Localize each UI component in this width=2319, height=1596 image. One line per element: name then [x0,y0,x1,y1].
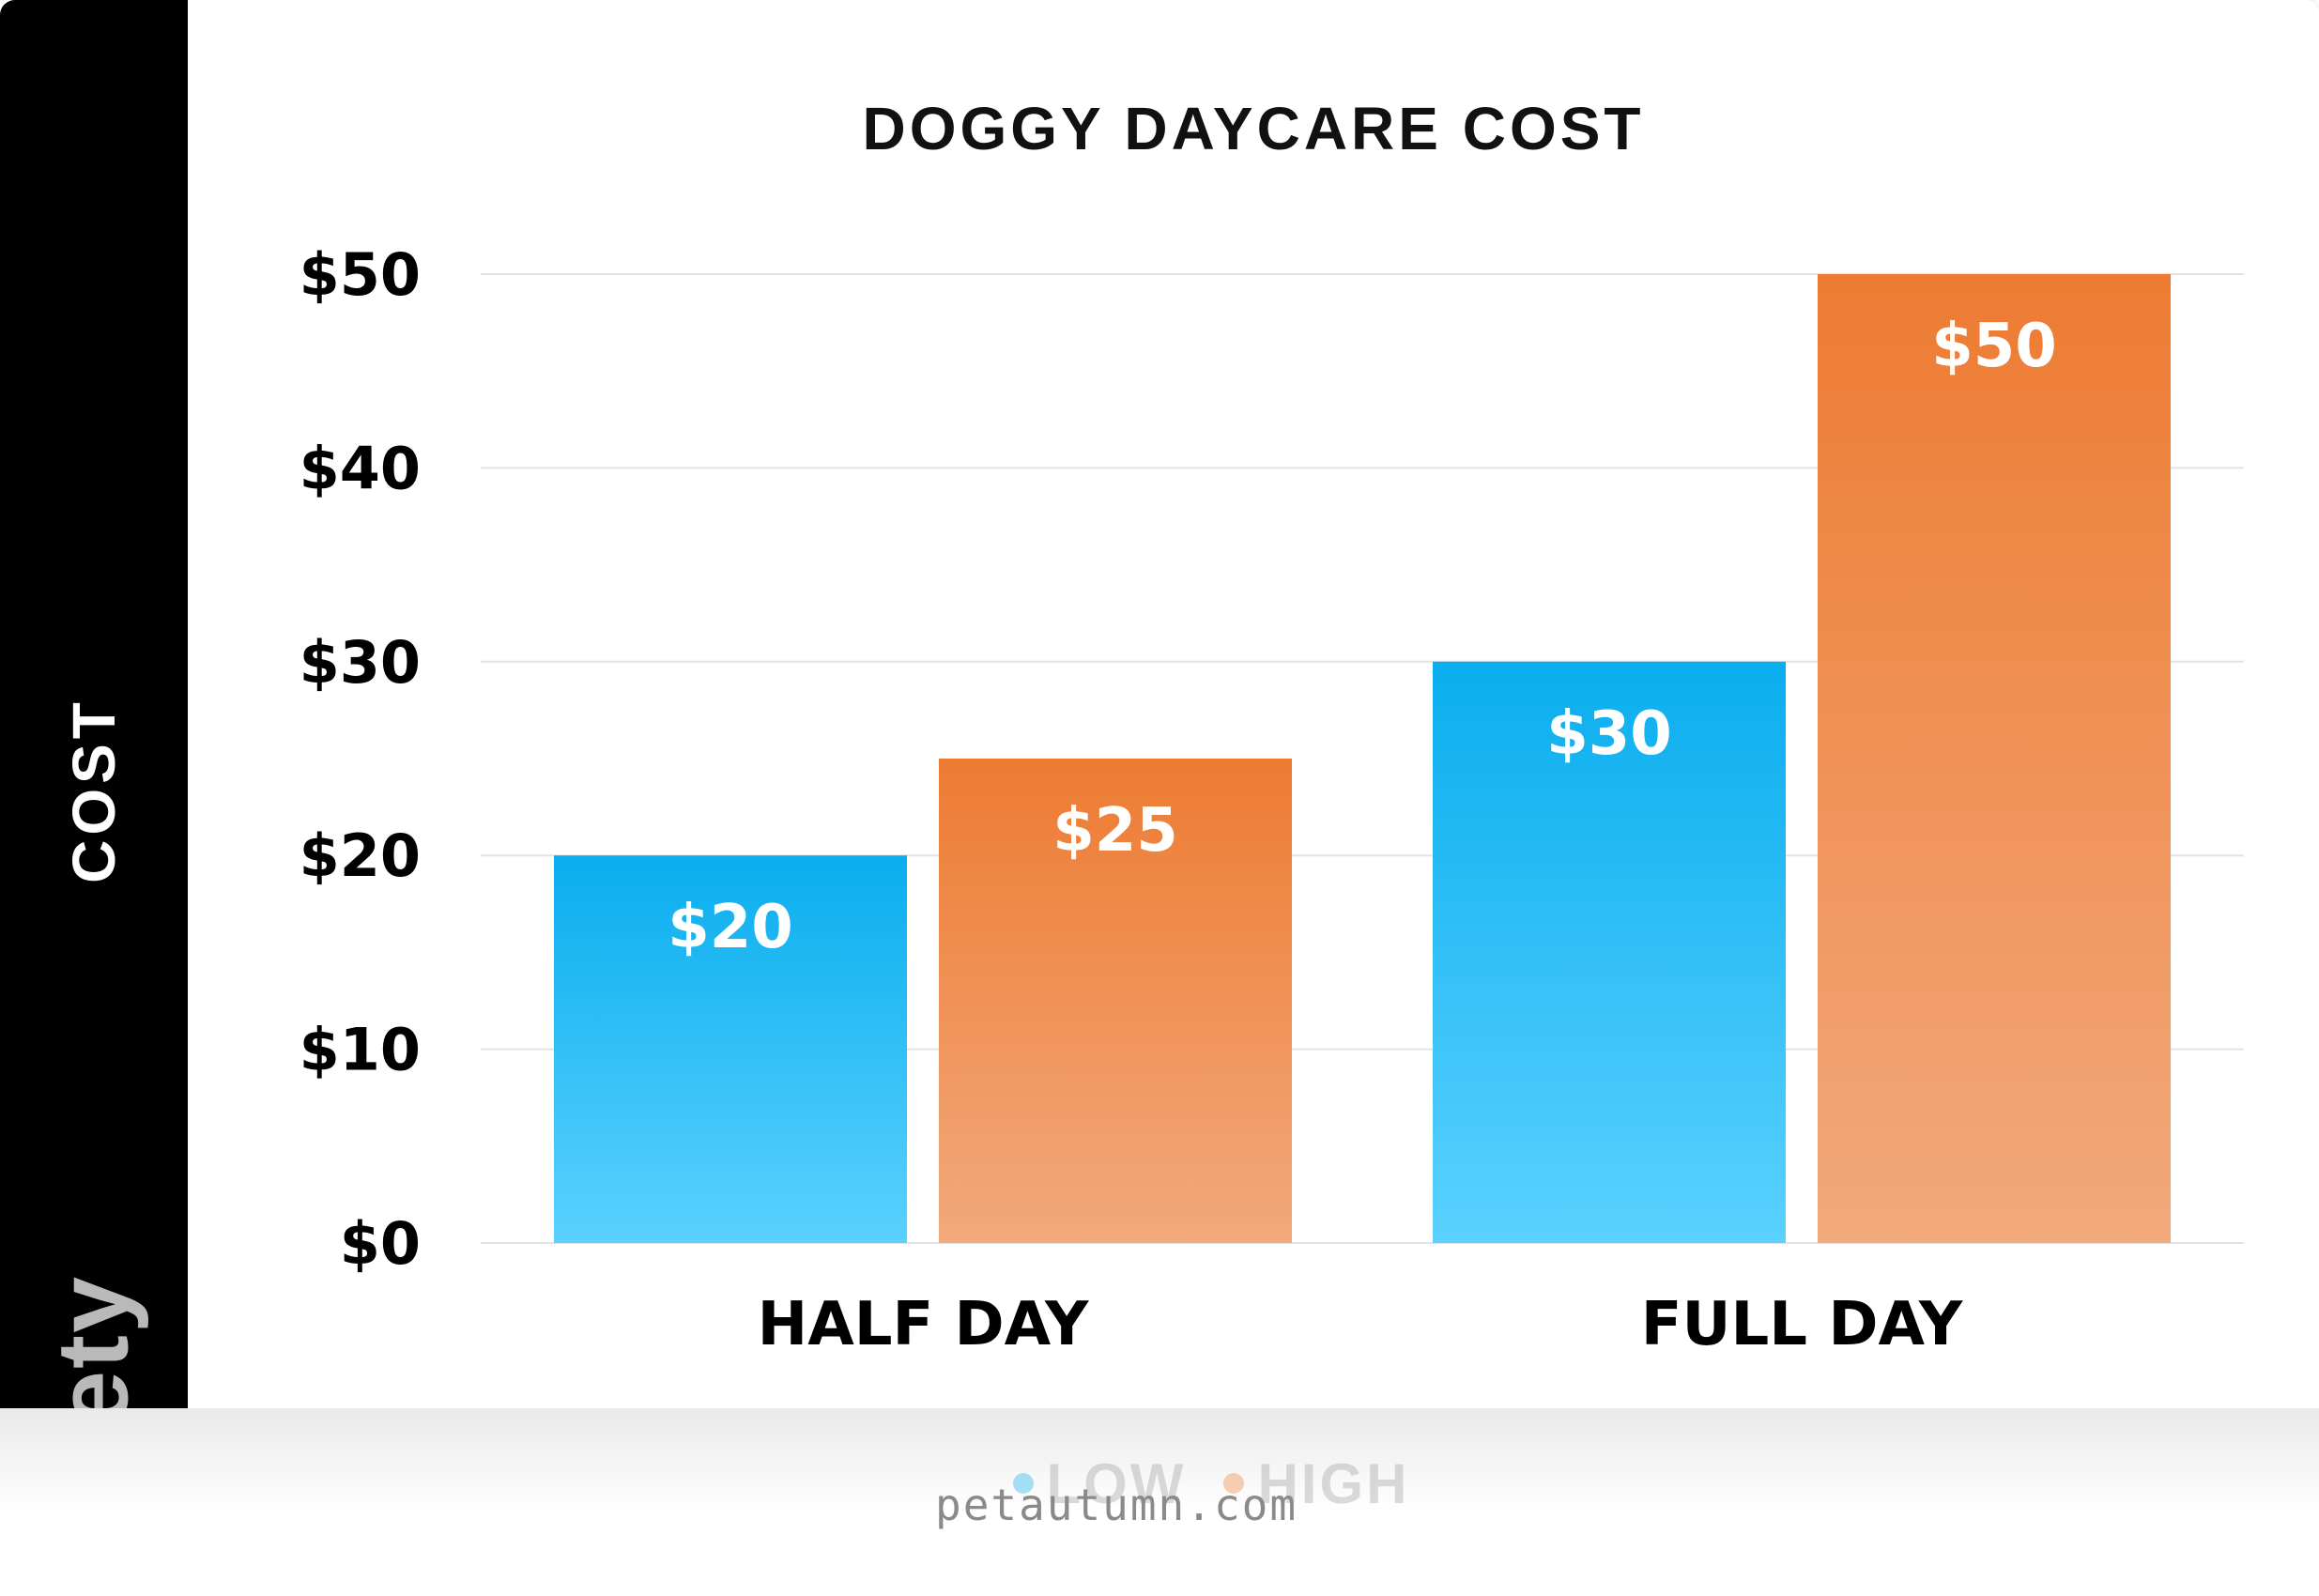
legend-swatch-high [1223,1473,1245,1494]
y-tick-label: $40 [299,434,421,502]
y-axis-ticks: $0 $10 $20 $30 $40 $50 [299,240,421,1278]
bar-high-half-day [939,759,1292,1243]
data-label: $20 [668,893,793,962]
x-category-label: HALF DAY [758,1290,1089,1359]
bar-low-half-day [554,855,907,1243]
data-label: $50 [1931,312,2057,381]
y-tick-label: $0 [340,1209,421,1278]
y-tick-label: $20 [299,821,421,890]
y-tick-label: $50 [299,240,421,309]
data-label: $25 [1052,796,1178,866]
legend-swatch-low [1012,1473,1034,1494]
legend-label-high: HIGH [1257,1451,1410,1515]
bars [554,274,2171,1243]
legend-item-high: HIGH [1223,1451,1409,1516]
data-label: $30 [1546,699,1672,769]
bottom-fade [0,1408,2319,1512]
bar-low-full-day [1433,661,1786,1243]
bar-chart: $0 $10 $20 $30 $40 $50 $20 $25 $30 $50 HALF DAY F… [299,240,2244,1359]
watermark: petautumn.com [935,1480,1298,1530]
legend-item-low: LOW [1012,1451,1187,1516]
chart-title: DOGGY DAYCARE COST [862,95,1645,162]
legend: LOW HIGH [901,1446,1521,1521]
y-tick-label: $10 [299,1016,421,1084]
data-labels: $20 $25 $30 $50 [668,312,2057,962]
y-tick-label: $30 [299,628,421,697]
x-category-label: FULL DAY [1641,1290,1963,1359]
ylabel-band [0,0,188,1408]
bar-high-full-day [1818,274,2171,1243]
x-axis-categories: HALF DAY FULL DAY [758,1290,1963,1359]
legend-label-low: LOW [1046,1451,1187,1515]
